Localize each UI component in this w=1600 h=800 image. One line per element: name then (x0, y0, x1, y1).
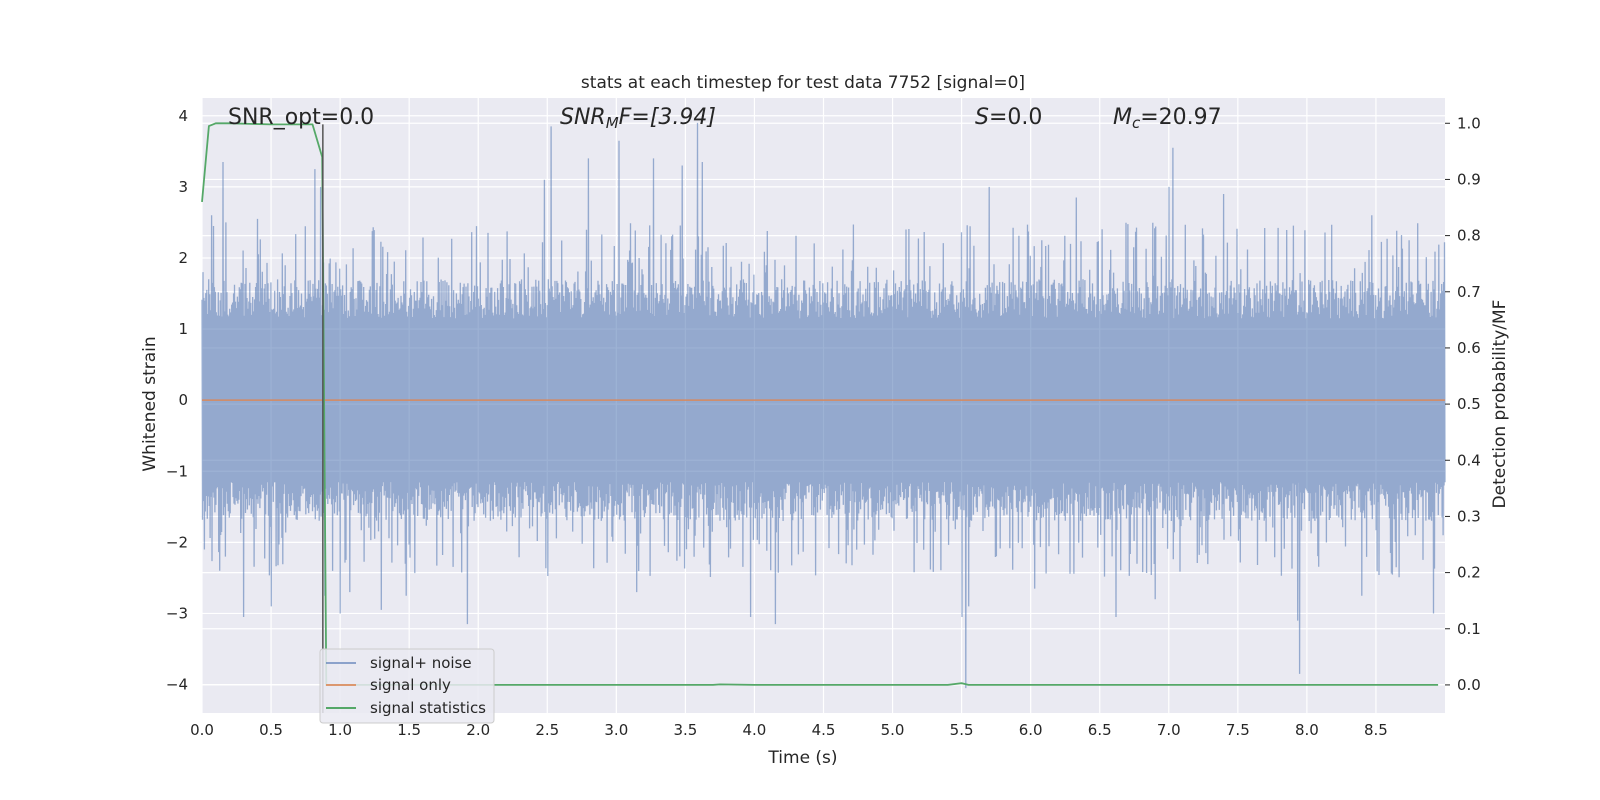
y-axis-ticks: −4 −3 −2 −1 0 1 2 3 4 (166, 107, 188, 694)
y-tick-label: 3 (178, 178, 188, 196)
right-y-tick-label: 0.7 (1457, 283, 1481, 301)
annotation-mc-sub: c (1132, 114, 1141, 132)
annotation-mc-main: M (1113, 105, 1132, 130)
right-y-tick-label: 0.0 (1457, 676, 1481, 694)
annotation-s-rest: =0.0 (989, 105, 1042, 130)
y-tick-label: 4 (178, 107, 188, 125)
y-tick-label: 0 (178, 391, 188, 409)
right-y-tick-label: 0.6 (1457, 339, 1481, 357)
x-tick-label: 7.5 (1226, 721, 1250, 739)
x-tick-label: 5.0 (881, 721, 905, 739)
y-tick-label: −4 (166, 676, 188, 694)
x-tick-label: 3.0 (604, 721, 628, 739)
annotation-snr-mf: SNRMF=[3.94] (560, 105, 716, 132)
x-tick-label: 0.0 (190, 721, 214, 739)
y-tick-label: 2 (178, 249, 188, 267)
right-y-tick-label: 0.9 (1457, 170, 1481, 188)
x-tick-label: 8.0 (1295, 721, 1319, 739)
x-tick-label: 1.5 (397, 721, 421, 739)
x-tick-label: 2.0 (466, 721, 490, 739)
legend-label-signal: signal only (370, 676, 451, 694)
legend-label-noise: signal+ noise (370, 654, 472, 672)
legend-box (319, 648, 495, 724)
x-axis-label: Time (s) (767, 748, 837, 768)
annotation-mc-rest: =20.97 (1140, 105, 1221, 130)
x-tick-label: 3.5 (673, 721, 697, 739)
annotation-s: S=0.0 (975, 105, 1042, 130)
x-tick-label: 1.0 (328, 721, 352, 739)
x-tick-label: 4.5 (812, 721, 836, 739)
y-axis-label: Whitened strain (140, 336, 160, 471)
right-y-axis-label: Detection probability/MF (1490, 300, 1510, 509)
x-tick-label: 8.5 (1364, 721, 1388, 739)
annotation-snr-mf-rest: F=[3.94] (619, 105, 716, 130)
x-axis-ticks: 0.0 0.5 1.0 1.5 2.0 2.5 3.0 3.5 4.0 4.5 5.0 5.5 6.0 6… (190, 721, 1388, 739)
chart-title: stats at each timestep for test data 775… (581, 73, 1025, 93)
x-tick-label: 6.5 (1088, 721, 1112, 739)
x-tick-label: 7.0 (1157, 721, 1181, 739)
annotation-s-main: S (975, 105, 989, 130)
x-tick-label: 0.5 (259, 721, 283, 739)
annotation-snr-mf-main: SNR (560, 105, 606, 130)
right-y-tick-label: 0.5 (1457, 395, 1481, 413)
x-tick-label: 2.5 (535, 721, 559, 739)
x-tick-label: 4.0 (743, 721, 767, 739)
legend: signal+ noise signal only signal statist… (319, 648, 495, 724)
y-tick-label: 1 (178, 320, 188, 338)
y-tick-label: −2 (166, 533, 188, 551)
signal-statistics-line (201, 122, 1439, 686)
annotation-snr-mf-sub: M (606, 114, 619, 132)
y-tick-label: −3 (166, 604, 188, 622)
right-y-tick-label: 1.0 (1457, 114, 1481, 132)
signal-plus-noise-line (201, 122, 1446, 689)
series-signal-statistics (201, 122, 1439, 686)
x-tick-label: 5.5 (950, 721, 974, 739)
annotation-mc: Mc=20.97 (1113, 105, 1222, 132)
right-y-tick-label: 0.1 (1457, 620, 1481, 638)
right-y-tick-label: 0.4 (1457, 451, 1481, 469)
right-y-axis-ticks: 0.0 0.1 0.2 0.3 0.4 0.5 0.6 0.7 0.8 0.9 1.0 (1445, 114, 1481, 694)
x-tick-label: 6.0 (1019, 721, 1043, 739)
series-signal-plus-noise (201, 122, 1446, 689)
annotation-snr-opt: SNR_opt=0.0 (228, 105, 374, 130)
right-y-tick-label: 0.3 (1457, 507, 1481, 525)
y-tick-label: −1 (166, 462, 188, 480)
right-y-tick-label: 0.2 (1457, 564, 1481, 582)
legend-label-stats: signal statistics (370, 699, 486, 717)
right-y-tick-label: 0.8 (1457, 227, 1481, 245)
